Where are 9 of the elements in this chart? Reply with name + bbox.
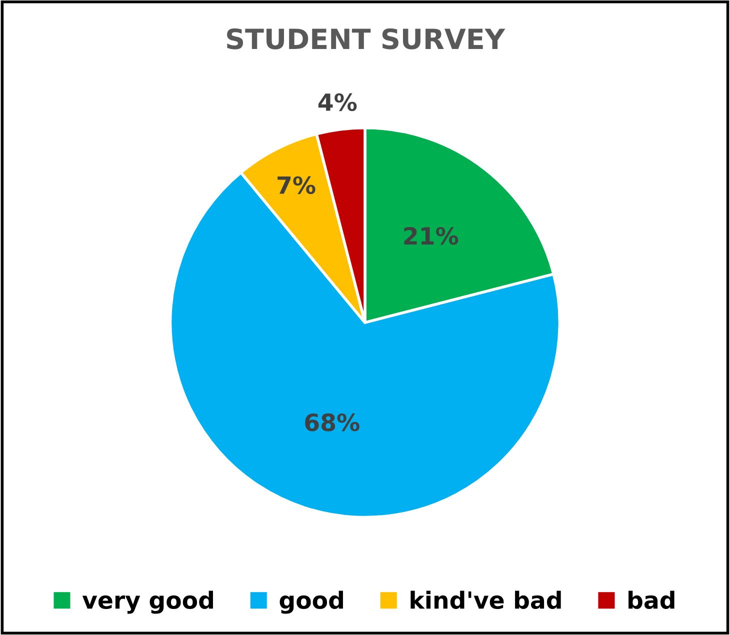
data-label: 21% <box>404 226 458 245</box>
legend-label: good <box>280 590 343 614</box>
data-label: 68% <box>305 413 360 432</box>
legend-label: bad <box>628 590 674 609</box>
legend-label: kind've bad <box>410 590 561 609</box>
data-label: 7% <box>278 176 316 194</box>
chart-title: STUDENT SURVEY <box>227 28 506 50</box>
legend-label: very good <box>82 590 213 614</box>
data-label: 4% <box>318 93 357 112</box>
